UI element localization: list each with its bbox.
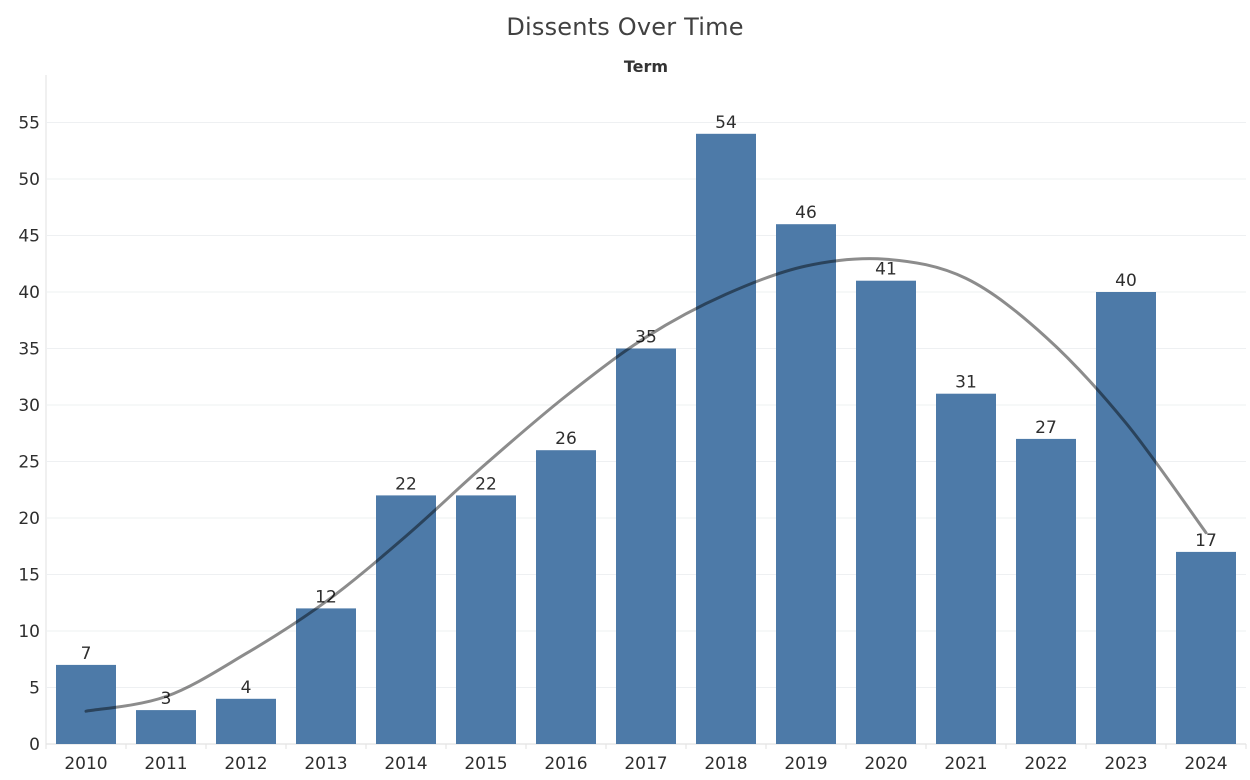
chart-title: Dissents Over Time	[506, 13, 744, 41]
x-tick-label-2015: 2015	[464, 754, 507, 774]
x-tick-label-2020: 2020	[864, 754, 907, 774]
y-tick-label-20: 20	[18, 509, 40, 529]
bar-value-label-2017: 35	[635, 328, 657, 348]
bar-value-label-2022: 27	[1035, 418, 1057, 438]
y-tick-label-10: 10	[18, 622, 40, 642]
x-axis-title: Term	[623, 57, 669, 76]
x-tick-label-2018: 2018	[704, 754, 747, 774]
bar-2016[interactable]	[536, 450, 596, 744]
bar-2020[interactable]	[856, 280, 916, 744]
bar-value-label-2021: 31	[955, 373, 977, 393]
y-tick-label-45: 45	[18, 227, 40, 247]
y-tick-label-40: 40	[18, 283, 40, 303]
bar-value-label-2024: 17	[1195, 531, 1217, 551]
y-tick-label-30: 30	[18, 396, 40, 416]
bar-value-label-2015: 22	[475, 474, 497, 494]
bar-2015[interactable]	[456, 495, 516, 744]
y-tick-label-25: 25	[18, 453, 40, 473]
bar-2019[interactable]	[776, 224, 836, 744]
bar-value-label-2016: 26	[555, 429, 577, 449]
x-tick-label-2022: 2022	[1024, 754, 1067, 774]
x-tick-label-2010: 2010	[64, 754, 107, 774]
y-tick-label-15: 15	[18, 566, 40, 586]
bar-value-label-2018: 54	[715, 113, 737, 133]
bar-value-label-2012: 4	[241, 678, 252, 698]
bar-value-label-2019: 46	[795, 203, 817, 223]
bar-2024[interactable]	[1176, 551, 1236, 744]
x-tick-label-2013: 2013	[304, 754, 347, 774]
bar-value-label-2011: 3	[161, 689, 172, 709]
bar-2011[interactable]	[136, 710, 196, 744]
x-tick-label-2017: 2017	[624, 754, 667, 774]
y-tick-label-50: 50	[18, 170, 40, 190]
bar-value-label-2013: 12	[315, 587, 337, 607]
bar-2012[interactable]	[216, 698, 276, 744]
y-tick-label-5: 5	[29, 679, 40, 699]
x-tick-label-2014: 2014	[384, 754, 427, 774]
bar-value-label-2023: 40	[1115, 271, 1137, 291]
bar-2017[interactable]	[616, 348, 676, 745]
x-tick-label-2019: 2019	[784, 754, 827, 774]
bar-value-label-2014: 22	[395, 474, 417, 494]
y-tick-label-35: 35	[18, 340, 40, 360]
x-tick-label-2023: 2023	[1104, 754, 1147, 774]
x-tick-label-2012: 2012	[224, 754, 267, 774]
polynomial-trend-line[interactable]	[84, 257, 1208, 713]
bar-value-label-2010: 7	[81, 644, 92, 664]
bar-2023[interactable]	[1096, 292, 1156, 744]
x-tick-label-2011: 2011	[144, 754, 187, 774]
bar-2010[interactable]	[56, 664, 116, 744]
bar-value-label-2020: 41	[875, 260, 897, 280]
bar-2018[interactable]	[696, 133, 756, 745]
bar-2013[interactable]	[296, 608, 356, 744]
x-tick-label-2021: 2021	[944, 754, 987, 774]
bar-2022[interactable]	[1016, 438, 1076, 744]
bar-2021[interactable]	[936, 393, 996, 744]
y-tick-label-55: 55	[18, 114, 40, 134]
y-tick-label-0: 0	[29, 735, 40, 755]
x-tick-label-2024: 2024	[1184, 754, 1227, 774]
bar-2014[interactable]	[376, 495, 436, 744]
x-tick-label-2016: 2016	[544, 754, 587, 774]
